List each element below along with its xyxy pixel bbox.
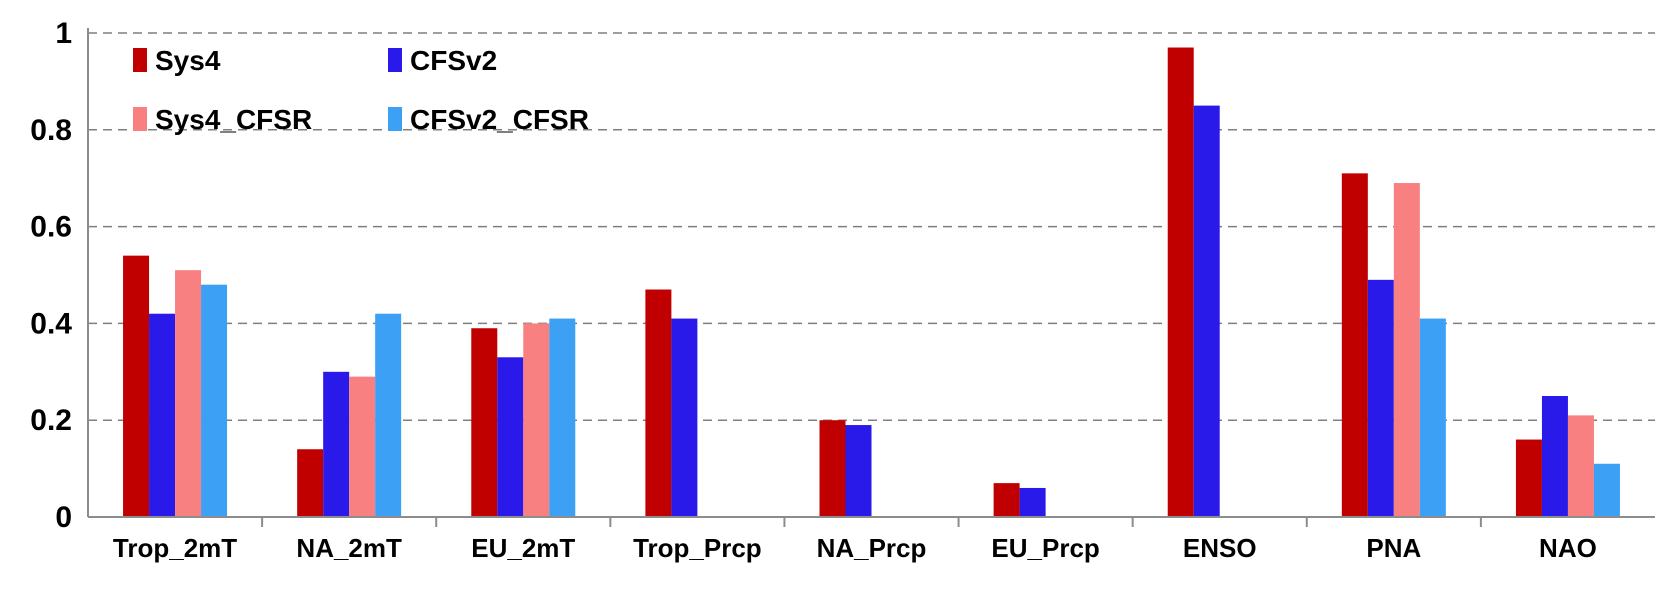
x-tick-label: EU_Prcp (991, 533, 1099, 563)
bar-sys4-cfsr-pna (1393, 183, 1420, 518)
legend-label-sys4: Sys4 (155, 45, 221, 76)
bar-cfsv2-eu-2mt (497, 357, 524, 517)
bar-sys4-cfsr-nao (1567, 415, 1594, 517)
bar-cfsv2-trop-2mt (149, 313, 176, 517)
y-tick-label: 0.6 (30, 211, 72, 244)
y-tick-label: 1 (55, 17, 72, 50)
y-tick-label: 0.2 (30, 404, 72, 437)
x-axis: Trop_2mT NA_2mT EU_2mT Trop_Prcp NA_Prcp EU_P… (88, 516, 1655, 563)
bar-cfsv2-cfsr-eu-2mt (549, 318, 576, 517)
y-axis: 0 0.2 0.4 0.6 0.8 1 (30, 17, 89, 534)
legend-swatch-sys4 (133, 48, 147, 72)
bar-sys4-cfsr-eu-2mt (523, 323, 550, 517)
x-tick-label: EU_2mT (471, 533, 575, 563)
x-tick-label: NA_Prcp (817, 533, 927, 563)
legend: Sys4 CFSv2 Sys4_CFSR CFSv2_CFSR (133, 45, 589, 135)
bar-sys4-nao (1515, 439, 1542, 517)
legend-label-sys4-cfsr: Sys4_CFSR (155, 104, 312, 135)
bars (123, 47, 1620, 518)
y-tick-label: 0.4 (30, 307, 72, 340)
bar-sys4-trop-prcp (645, 289, 672, 517)
legend-swatch-sys4-cfsr (133, 107, 147, 131)
bar-cfsv2-cfsr-pna (1419, 318, 1446, 517)
legend-swatch-cfsv2 (388, 48, 402, 72)
bar-sys4-pna (1341, 173, 1368, 518)
bar-cfsv2-eu-prcp (1019, 487, 1046, 517)
bar-cfsv2-na-2mt (323, 371, 350, 517)
bar-sys4-trop-2mt (123, 255, 150, 517)
y-tick-label: 0.8 (30, 114, 72, 147)
bar-cfsv2-cfsr-nao (1593, 463, 1620, 517)
x-tick-label: ENSO (1183, 533, 1257, 563)
bar-sys4-eu-2mt (471, 328, 498, 517)
x-tick-label: NAO (1539, 533, 1597, 563)
bar-cfsv2-cfsr-na-2mt (375, 313, 402, 517)
bar-cfsv2-nao (1541, 396, 1568, 517)
y-tick-label: 0 (55, 501, 72, 534)
bar-sys4-na-prcp (819, 420, 846, 517)
x-tick-label: Trop_2mT (113, 533, 237, 563)
bar-cfsv2-na-prcp (845, 425, 872, 517)
bar-sys4-cfsr-trop-2mt (175, 270, 202, 517)
bar-sys4-na-2mt (297, 449, 324, 517)
bar-cfsv2-pna (1367, 279, 1394, 517)
bar-cfsv2-trop-prcp (671, 318, 698, 517)
bar-sys4-enso (1167, 47, 1194, 518)
legend-label-cfsv2: CFSv2 (410, 45, 497, 76)
x-tick-label: NA_2mT (296, 533, 402, 563)
bar-sys4-eu-prcp (993, 483, 1020, 517)
bar-sys4-cfsr-na-2mt (349, 376, 376, 517)
x-tick-label: PNA (1366, 533, 1421, 563)
legend-label-cfsv2-cfsr: CFSv2_CFSR (410, 104, 589, 135)
bar-cfsv2-cfsr-trop-2mt (201, 284, 228, 517)
bar-cfsv2-enso (1193, 105, 1220, 517)
legend-swatch-cfsv2-cfsr (388, 107, 402, 131)
x-tick-label: Trop_Prcp (633, 533, 762, 563)
